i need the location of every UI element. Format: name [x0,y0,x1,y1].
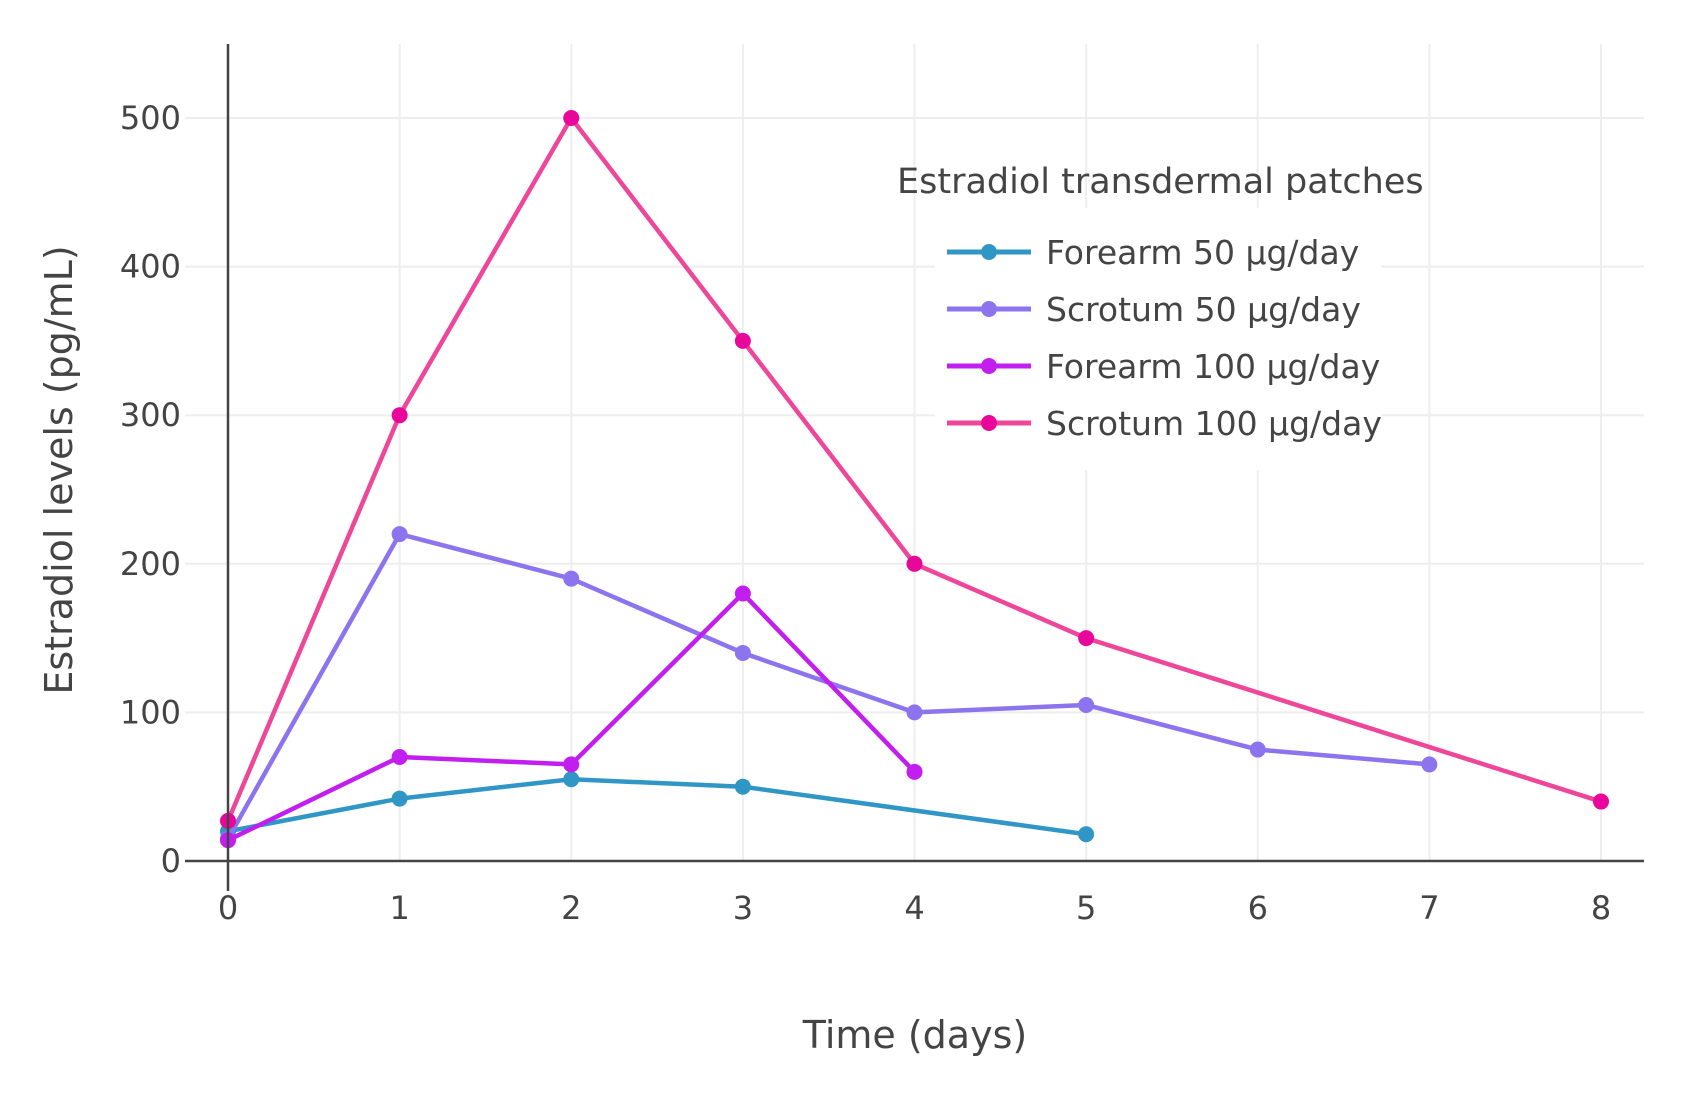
legend-marker-0 [981,244,997,260]
legend: Estradiol transdermal patches Forearm 50 … [897,162,1424,470]
data-point [734,644,751,661]
data-point [563,110,580,126]
data-point [563,570,580,587]
x-tick-label: 0 [218,889,238,927]
series-line-1 [226,531,1430,840]
legend-marker-2 [981,358,997,374]
data-point [391,790,408,807]
data-point [1249,741,1266,758]
data-point [906,555,923,572]
x-axis-title: Time (days) [802,1013,1027,1057]
data-point [391,407,408,424]
data-point [1421,756,1438,773]
legend-item-label: Forearm 100 µg/day [1046,347,1380,386]
y-tick-label: 100 [120,693,181,731]
legend-marker-1 [981,301,997,317]
data-point [391,526,408,543]
legend-title: Estradiol transdermal patches [897,162,1424,202]
series-line-0 [227,777,1087,837]
x-tick-label: 7 [1419,889,1439,927]
data-point [906,704,923,721]
y-axis-title: Estradiol levels (pg/mL) [37,245,81,694]
axes: 0 1 2 3 4 5 6 7 8 0 100 200 300 400 500 [120,44,1644,927]
x-tick-label: 1 [389,889,409,927]
x-tick-label: 4 [904,889,924,927]
y-tick-label: 300 [120,396,181,434]
x-tick-label: 2 [561,889,581,927]
legend-item-label: Scrotum 50 µg/day [1046,290,1361,329]
data-point [563,756,580,773]
data-point [734,332,751,349]
data-point [391,748,408,765]
data-point [734,585,751,602]
data-point [734,778,751,795]
y-tick-label: 200 [120,545,181,583]
data-point [906,763,923,780]
legend-item-label: Scrotum 100 µg/day [1046,404,1382,443]
legend-item-label: Forearm 50 µg/day [1046,233,1359,272]
x-tick-label: 8 [1591,889,1611,927]
data-point [1593,793,1609,810]
y-tick-label: 400 [120,248,181,286]
data-point [1078,630,1095,647]
data-point [563,771,580,788]
y-tick-label: 500 [120,99,181,137]
x-tick-label: 3 [733,889,753,927]
legend-marker-3 [981,415,997,431]
data-point [1078,826,1095,843]
y-tick-label: 0 [161,842,181,880]
x-tick-label: 5 [1076,889,1096,927]
data-point [1078,696,1095,713]
x-tick-label: 6 [1248,889,1268,927]
